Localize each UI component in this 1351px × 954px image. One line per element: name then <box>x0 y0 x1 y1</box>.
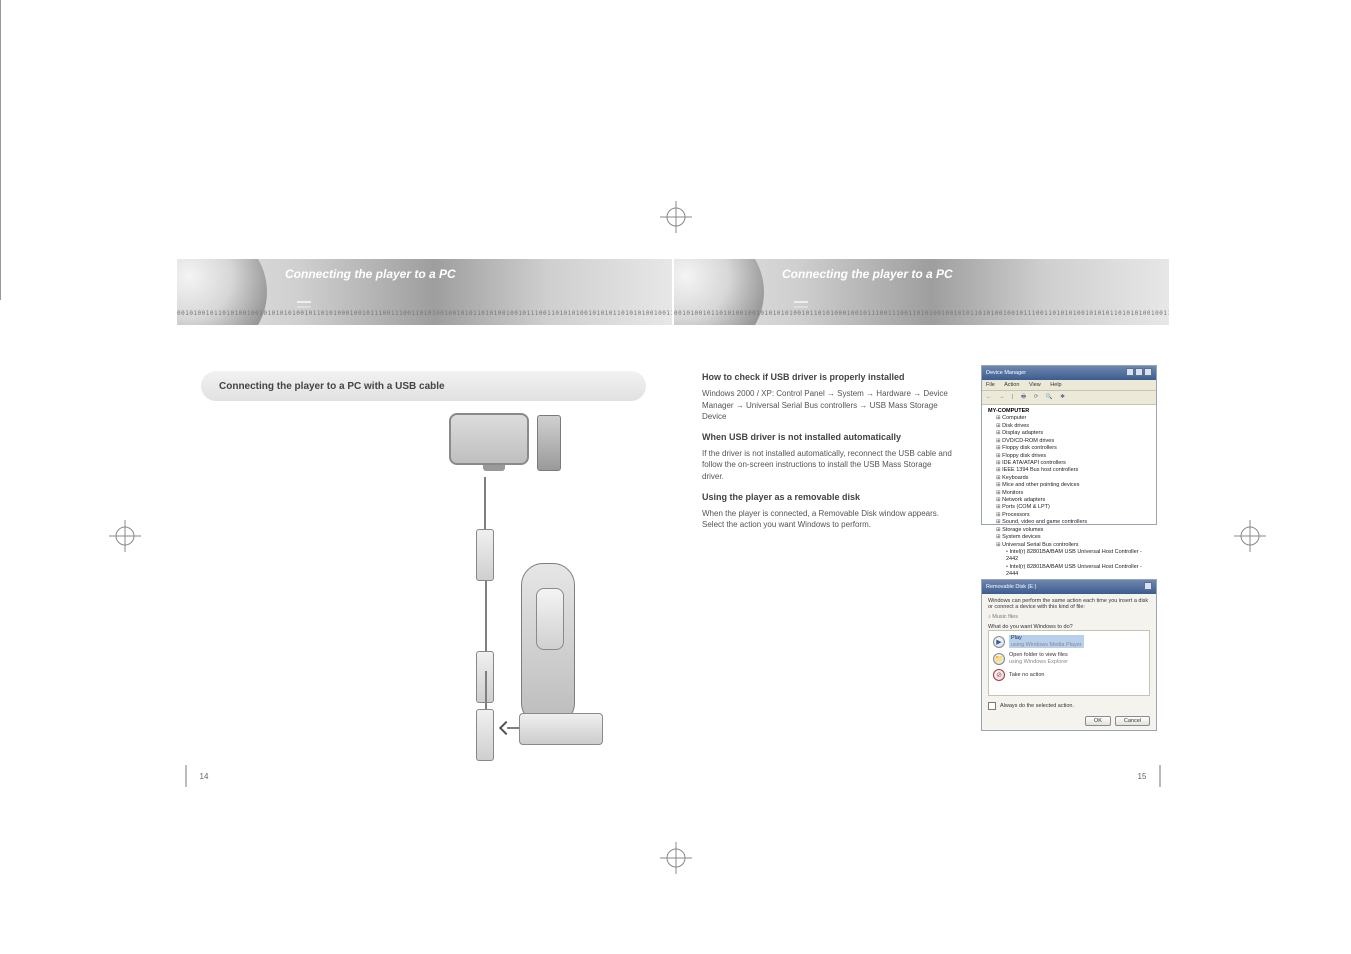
banner-binary-strip: 0010100101101010010010101010100101101010… <box>177 310 672 317</box>
tree-node[interactable]: Keyboards <box>988 475 1152 482</box>
checkbox[interactable] <box>988 702 996 710</box>
cable-segment <box>484 477 486 529</box>
content-type-label: Music files <box>992 614 1018 620</box>
page-number-tab: 14 <box>185 765 221 787</box>
music-note-icon: ♪ <box>988 614 991 620</box>
section-title: How to check if USB driver is properly i… <box>702 371 952 384</box>
folder-icon: 📁 <box>993 653 1005 665</box>
device-tree[interactable]: MY-COMPUTER Computer Disk drives Display… <box>982 405 1156 604</box>
window-controls[interactable] <box>1125 368 1152 378</box>
connection-diagram <box>309 413 639 753</box>
cable-segment <box>485 671 487 709</box>
tree-node-usb[interactable]: Universal Serial Bus controllers <box>988 542 1152 549</box>
tree-node[interactable]: System devices <box>988 534 1152 541</box>
dialog-lead-text: Windows can perform the same action each… <box>988 598 1150 610</box>
pc-monitor-icon <box>449 413 539 483</box>
crop-guide-left <box>0 0 1 150</box>
play-icon: ▶ <box>993 636 1005 648</box>
usb-hub-icon <box>519 713 603 745</box>
banner-binary-strip: 0010100101101010010010101010100101101010… <box>674 310 1169 317</box>
device-manager-window: Device Manager File Action View Help ← →… <box>981 365 1157 525</box>
menu-item[interactable]: Help <box>1050 382 1061 388</box>
action-option-none[interactable]: ⊘ Take no action <box>993 669 1145 681</box>
register-mark-left <box>105 516 145 556</box>
checkbox-label: Always do the selected action. <box>1000 703 1074 709</box>
register-mark-bottom <box>656 838 696 878</box>
cancel-button[interactable]: Cancel <box>1115 716 1150 726</box>
option-label: Take no action <box>1009 672 1044 678</box>
toolbar[interactable]: ← → | 🖶 ⟳ 🔍 ✱ <box>982 391 1156 405</box>
tree-node[interactable]: Network adapters <box>988 497 1152 504</box>
window-title: Removable Disk (E:) <box>986 584 1036 590</box>
register-mark-top <box>656 197 696 237</box>
tree-node[interactable]: Storage volumes <box>988 527 1152 534</box>
section-title: Using the player as a removable disk <box>702 491 952 504</box>
tree-node[interactable]: IDE ATA/ATAPI controllers <box>988 460 1152 467</box>
tree-node[interactable]: IEEE 1394 Bus host controllers <box>988 467 1152 474</box>
tree-node[interactable]: DVD/CD-ROM drives <box>988 438 1152 445</box>
tree-node[interactable]: Processors <box>988 512 1152 519</box>
section-title: When USB driver is not installed automat… <box>702 431 952 444</box>
option-label: Play <box>1011 635 1022 641</box>
tree-root[interactable]: MY-COMPUTER <box>988 408 1029 414</box>
page-number-tab: 15 <box>1125 765 1161 787</box>
always-checkbox-row[interactable]: Always do the selected action. <box>988 702 1150 710</box>
tree-node[interactable]: Floppy disk controllers <box>988 445 1152 452</box>
menu-item[interactable]: View <box>1029 382 1041 388</box>
ok-button[interactable]: OK <box>1085 716 1111 726</box>
body-text: How to check if USB driver is properly i… <box>702 371 952 539</box>
tree-node[interactable]: Computer <box>988 415 1152 422</box>
register-mark-right <box>1230 516 1270 556</box>
window-controls[interactable] <box>1144 582 1152 592</box>
autoplay-dialog: Removable Disk (E:) Windows can perform … <box>981 579 1157 731</box>
usb-plug-a-icon <box>476 709 494 761</box>
crop-guide-right <box>0 150 1 300</box>
cable-segment <box>485 581 487 653</box>
menu-item[interactable]: File <box>986 382 995 388</box>
page-right: Connecting the player to a PC 0010100101… <box>673 242 1170 796</box>
tree-leaf[interactable]: Intel(r) 82801BA/BAM USB Universal Host … <box>988 564 1152 579</box>
section-heading-label: Connecting the player to a PC with a USB… <box>219 381 445 392</box>
mp3-player-icon <box>521 563 575 725</box>
pc-tower-icon <box>537 415 561 471</box>
section-body: Windows 2000 / XP: Control Panel → Syste… <box>702 388 952 423</box>
tree-node[interactable]: Ports (COM & LPT) <box>988 504 1152 511</box>
tree-node[interactable]: Floppy disk drives <box>988 453 1152 460</box>
usb-plug-a-icon <box>476 529 494 581</box>
action-option-play[interactable]: ▶ Play using Windows Media Player <box>993 635 1145 648</box>
section-body: If the driver is not installed automatic… <box>702 448 952 483</box>
page-title: Connecting the player to a PC <box>285 267 456 281</box>
option-label: Open folder to view files <box>1009 652 1068 658</box>
tree-node[interactable]: Mice and other pointing devices <box>988 482 1152 489</box>
page-spread: Connecting the player to a PC 0010100101… <box>176 242 1170 796</box>
menubar[interactable]: File Action View Help <box>982 380 1156 391</box>
section-body: When the player is connected, a Removabl… <box>702 508 952 531</box>
tree-leaf[interactable]: Intel(r) 82801BA/BAM USB Universal Host … <box>988 549 1152 564</box>
window-title: Device Manager <box>986 370 1026 376</box>
no-action-icon: ⊘ <box>993 669 1005 681</box>
page-title: Connecting the player to a PC <box>782 267 953 281</box>
page-number: 14 <box>200 772 209 781</box>
page-left: Connecting the player to a PC 0010100101… <box>176 242 673 796</box>
action-option-open[interactable]: 📁 Open folder to view files using Window… <box>993 652 1145 665</box>
content-type-row: ♪ Music files <box>988 614 1150 620</box>
action-list[interactable]: ▶ Play using Windows Media Player 📁 Open… <box>988 630 1150 696</box>
section-heading-pill: Connecting the player to a PC with a USB… <box>201 371 646 401</box>
tree-node[interactable]: Monitors <box>988 490 1152 497</box>
tree-node[interactable]: Sound, video and game controllers <box>988 519 1152 526</box>
menu-item[interactable]: Action <box>1004 382 1019 388</box>
window-titlebar: Removable Disk (E:) <box>982 580 1156 594</box>
header-banner: Connecting the player to a PC 0010100101… <box>674 259 1169 325</box>
option-sublabel: using Windows Explorer <box>1009 659 1068 665</box>
window-titlebar: Device Manager <box>982 366 1156 380</box>
tree-node[interactable]: Disk drives <box>988 423 1152 430</box>
header-banner: Connecting the player to a PC 0010100101… <box>177 259 672 325</box>
option-sublabel: using Windows Media Player <box>1011 642 1082 648</box>
tree-node[interactable]: Display adapters <box>988 430 1152 437</box>
page-number: 15 <box>1138 772 1147 781</box>
